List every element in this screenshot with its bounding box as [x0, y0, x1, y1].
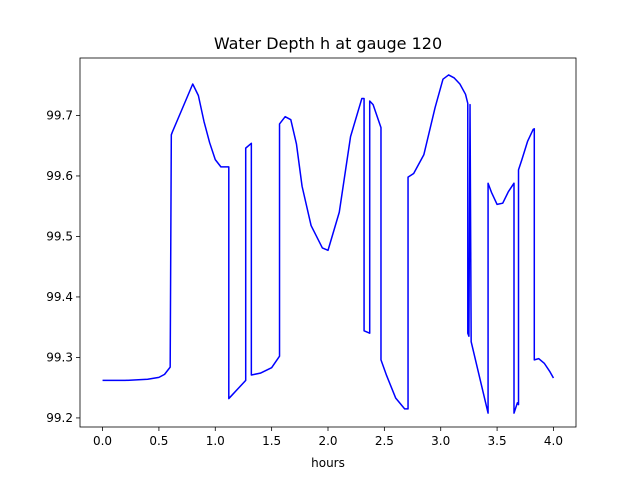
x-tick-label: 3.5	[488, 434, 507, 448]
plot-area: 0.0 0.5 1.0 1.5 2.0 2.5 3.0 3.5 4.0 99.2 99.3 99.4 9…	[46, 57, 577, 448]
y-tick-label: 99.7	[46, 108, 73, 122]
x-tick-label: 4.0	[544, 434, 563, 448]
y-tick-label: 99.3	[46, 350, 73, 364]
x-tick-label: 3.0	[431, 434, 450, 448]
y-tick-label: 99.6	[46, 169, 73, 183]
y-tick-label: 99.2	[46, 411, 73, 425]
chart-title: Water Depth h at gauge 120	[214, 34, 442, 53]
y-tick-label: 99.5	[46, 229, 73, 243]
x-tick-label: 0.0	[93, 434, 112, 448]
x-axis-label: hours	[311, 456, 345, 470]
y-tick-label: 99.4	[46, 290, 73, 304]
x-tick-label: 0.5	[149, 434, 168, 448]
x-tick-label: 2.0	[318, 434, 337, 448]
x-tick-label: 1.0	[206, 434, 225, 448]
x-tick-label: 1.5	[262, 434, 281, 448]
series-line-0	[102, 74, 555, 414]
x-tick-label: 2.5	[375, 434, 394, 448]
